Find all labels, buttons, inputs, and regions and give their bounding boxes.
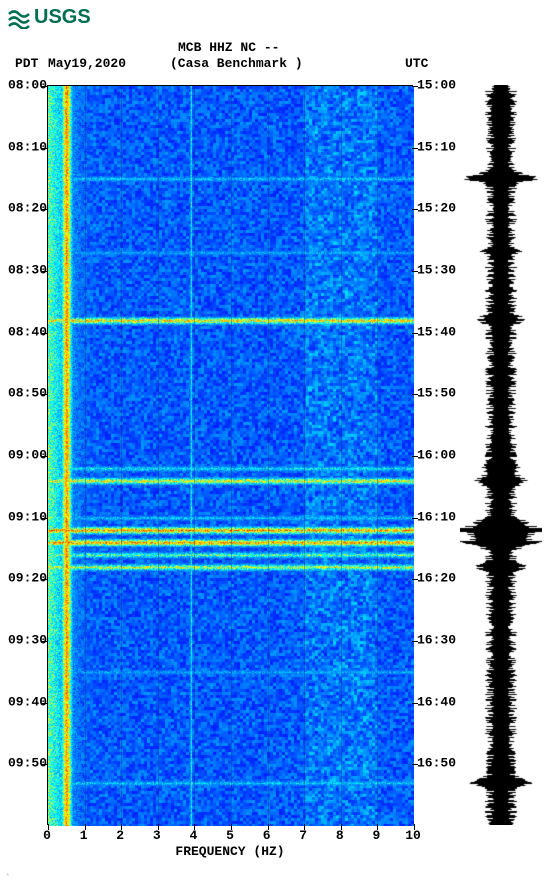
right-time-tick: 15:30 [417, 263, 456, 278]
freq-tick: 5 [226, 828, 234, 843]
usgs-logo: USGS [8, 6, 91, 29]
right-time-axis: 15:0015:1015:2015:3015:4015:5016:0016:10… [417, 85, 461, 825]
left-time-tick: 08:00 [8, 78, 47, 93]
right-timezone: UTC [405, 56, 428, 71]
freq-tick: 7 [299, 828, 307, 843]
left-time-tick: 08:50 [8, 386, 47, 401]
right-time-tick: 16:10 [417, 509, 456, 524]
freq-tick: 6 [263, 828, 271, 843]
usgs-logo-text: USGS [34, 6, 91, 29]
right-time-tick: 15:40 [417, 324, 456, 339]
right-time-tick: 15:00 [417, 78, 456, 93]
right-time-tick: 15:10 [417, 139, 456, 154]
freq-tick: 8 [336, 828, 344, 843]
right-time-tick: 16:30 [417, 633, 456, 648]
freq-tick: 0 [43, 828, 51, 843]
usgs-wave-icon [8, 7, 30, 29]
freq-tick: 4 [189, 828, 197, 843]
footnote: * [6, 872, 9, 881]
right-time-tick: 16:40 [417, 694, 456, 709]
left-time-tick: 08:30 [8, 263, 47, 278]
left-time-tick: 09:30 [8, 633, 47, 648]
left-time-tick: 09:20 [8, 571, 47, 586]
station-location: (Casa Benchmark ) [170, 56, 303, 71]
left-time-tick: 08:40 [8, 324, 47, 339]
left-time-tick: 08:20 [8, 201, 47, 216]
left-time-tick: 09:50 [8, 756, 47, 771]
frequency-axis-label: FREQUENCY (HZ) [47, 844, 413, 859]
right-time-tick: 15:20 [417, 201, 456, 216]
waveform-sidebar [460, 85, 542, 825]
left-time-tick: 09:00 [8, 448, 47, 463]
freq-tick: 2 [116, 828, 124, 843]
freq-tick: 3 [153, 828, 161, 843]
left-time-tick: 09:10 [8, 509, 47, 524]
freq-tick: 10 [405, 828, 421, 843]
freq-tick: 9 [372, 828, 380, 843]
right-time-tick: 16:50 [417, 756, 456, 771]
right-time-tick: 16:20 [417, 571, 456, 586]
date-label: May19,2020 [48, 56, 126, 71]
spectrogram-plot [47, 85, 413, 825]
station-code: MCB HHZ NC -- [178, 40, 279, 55]
left-time-axis: 08:0008:1008:2008:3008:4008:5009:0009:10… [5, 85, 47, 825]
left-time-tick: 08:10 [8, 139, 47, 154]
right-time-tick: 15:50 [417, 386, 456, 401]
freq-tick: 1 [80, 828, 88, 843]
right-time-tick: 16:00 [417, 448, 456, 463]
left-time-tick: 09:40 [8, 694, 47, 709]
left-timezone: PDT [15, 56, 38, 71]
